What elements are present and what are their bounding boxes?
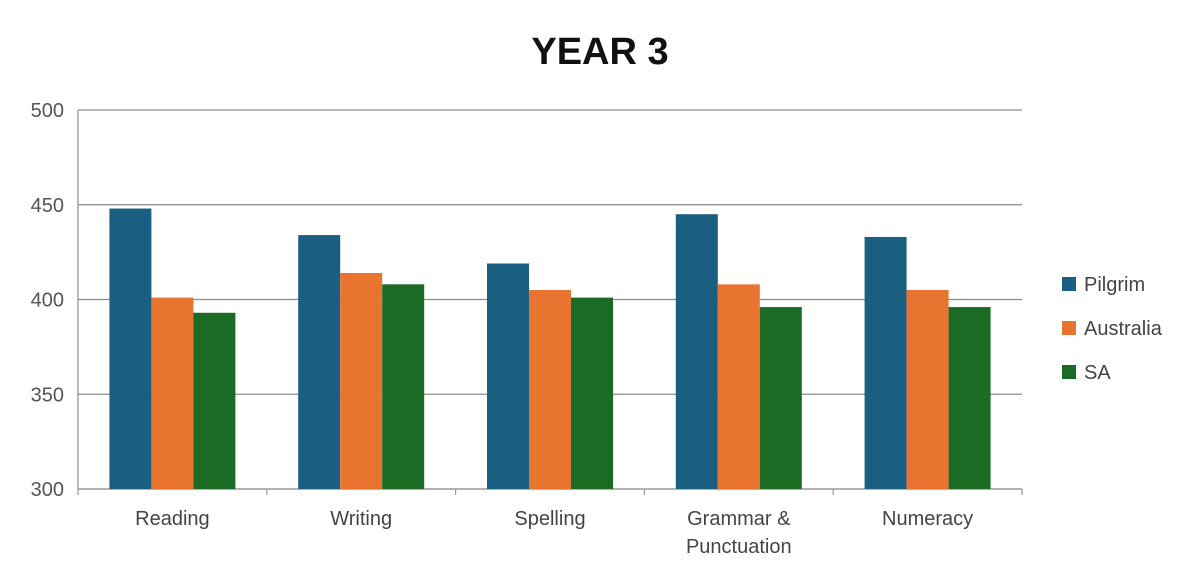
bar-pilgrim-1 — [298, 235, 341, 489]
bar-pilgrim-4 — [864, 236, 907, 489]
x-category-label: Reading — [135, 508, 210, 530]
bar-pilgrim-0 — [109, 208, 152, 490]
legend-swatch-pilgrim — [1062, 277, 1076, 291]
legend-label-australia: Australia — [1084, 318, 1163, 340]
x-category-label: Spelling — [514, 508, 585, 530]
x-category-label: Punctuation — [686, 536, 792, 558]
bar-sa-4 — [948, 307, 991, 489]
y-tick-label: 500 — [31, 100, 64, 122]
bar-sa-1 — [382, 284, 425, 489]
x-category-label: Numeracy — [882, 508, 973, 530]
bar-sa-3 — [759, 307, 802, 489]
bar-sa-0 — [193, 312, 236, 489]
legend-swatch-australia — [1062, 321, 1076, 335]
bar-pilgrim-2 — [487, 263, 529, 489]
bars — [109, 208, 991, 490]
bar-sa-2 — [571, 297, 613, 489]
bar-pilgrim-3 — [675, 214, 718, 489]
legend-label-sa: SA — [1084, 362, 1111, 384]
y-tick-label: 300 — [31, 479, 64, 501]
bar-australia-1 — [340, 272, 383, 489]
bar-australia-3 — [717, 284, 760, 489]
axes: 300 350 400 450 500 Reading Writing Spelling Gra… — [31, 100, 1023, 558]
y-tick-label: 350 — [31, 384, 64, 406]
x-category-label: Grammar & — [687, 508, 791, 530]
bar-australia-0 — [151, 297, 194, 489]
x-category-label: Writing — [330, 508, 392, 530]
y-tick-label: 400 — [31, 290, 64, 312]
y-tick-label: 450 — [31, 195, 64, 217]
bar-australia-2 — [529, 290, 571, 489]
bar-australia-4 — [906, 290, 949, 489]
legend-swatch-sa — [1062, 365, 1076, 379]
chart-title: YEAR 3 — [531, 31, 668, 73]
legend: Pilgrim Australia SA — [1062, 274, 1163, 384]
legend-label-pilgrim: Pilgrim — [1084, 274, 1145, 296]
